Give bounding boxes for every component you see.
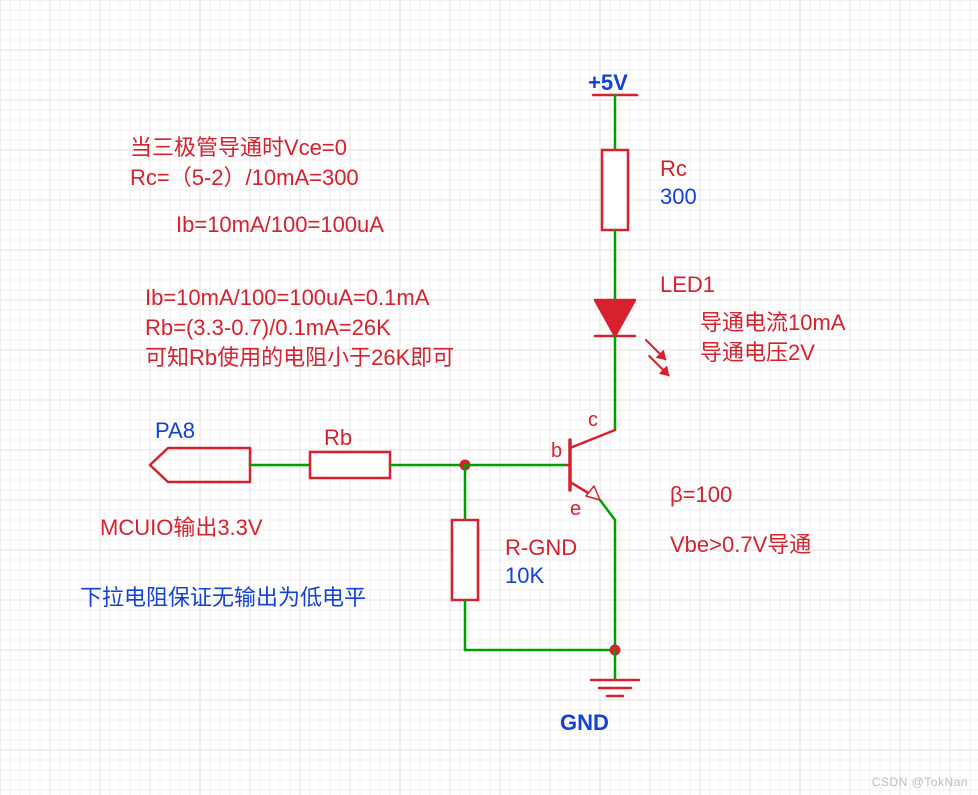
label-pa8: PA8 (155, 418, 195, 443)
note-n1a: 当三极管导通时Vce=0 (130, 135, 347, 160)
note-n7b: Vbe>0.7V导通 (670, 532, 811, 557)
resistor-rb (310, 452, 390, 478)
watermark: CSDN @TokNan (872, 775, 968, 789)
note-n3b: Rb=(3.3-0.7)/0.1mA=26K (145, 315, 391, 340)
label-rc-value: 300 (660, 184, 697, 209)
note-n7a: β=100 (670, 482, 732, 507)
note-n3c: 可知Rb使用的电阻小于26K即可 (145, 345, 454, 370)
note-n5: 下拉电阻保证无输出为低电平 (80, 585, 366, 610)
note-n6a: 导通电流10mA (700, 310, 846, 335)
label-rgnd-value: 10K (505, 563, 544, 588)
label-vcc: +5V (588, 70, 628, 95)
note-n4: MCUIO输出3.3V (100, 515, 263, 540)
label-gnd: GND (560, 710, 609, 735)
note-n2: Ib=10mA/100=100uA (176, 212, 384, 237)
label-pin-c: c (588, 409, 598, 431)
label-led-name: LED1 (660, 272, 715, 297)
label-pin-e: e (570, 498, 581, 520)
note-n3a: Ib=10mA/100=100uA=0.1mA (145, 285, 430, 310)
label-rgnd-name: R-GND (505, 535, 577, 560)
note-n6b: 导通电压2V (700, 340, 815, 365)
schematic-canvas: +5V Rc 300 LED1 Rb PA8 R-GND 10K b c e GND 当三极管导通时Vc… (0, 0, 978, 795)
label-rc-name: Rc (660, 156, 687, 181)
schematic-svg: +5V Rc 300 LED1 Rb PA8 R-GND 10K b c e GND 当三极管导通时Vc… (0, 0, 978, 795)
resistor-rgnd (452, 520, 478, 600)
label-pin-b: b (551, 440, 562, 462)
label-rb-name: Rb (324, 425, 352, 450)
note-n1b: Rc=（5-2）/10mA=300 (130, 165, 359, 190)
